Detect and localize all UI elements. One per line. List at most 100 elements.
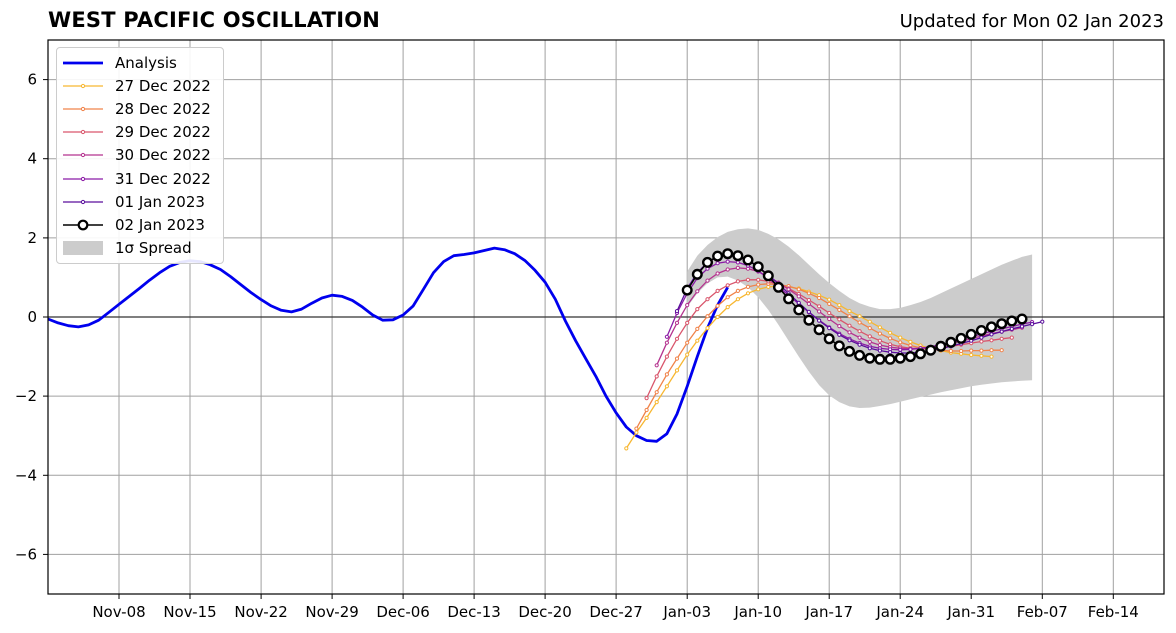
y-tick-label: −2 [15,387,37,405]
forecast-point [685,352,690,357]
forecast-point [803,314,815,326]
legend-label: 31 Dec 2022 [115,169,211,188]
forecast-point [908,339,913,344]
forecast-point [888,330,893,335]
updated-date: Updated for Mon 02 Jan 2023 [899,11,1164,32]
y-tick-label: 6 [27,71,37,89]
forecast-point [827,301,832,306]
analysis-line [47,246,729,443]
forecast-point [867,346,872,351]
forecast-point [806,297,812,303]
forecast-series [634,281,1004,431]
forecast-point [773,281,785,293]
forecast-point [888,336,893,341]
forecast-point [847,338,852,343]
x-tick-label: Nov-15 [163,603,216,621]
forecast-point [735,279,741,284]
forecast-point [813,324,825,336]
forecast-point [904,351,916,363]
legend-swatch [61,171,105,187]
forecast-point [756,282,761,287]
legend-swatch [61,55,105,71]
forecast-point [925,344,937,356]
legend-swatch [61,78,105,94]
legend-item-forecast: 31 Dec 2022 [57,167,223,190]
y-tick-label: 0 [27,308,37,326]
legend-swatch [61,124,105,140]
forecast-point [989,354,994,359]
forecast-point [827,326,832,331]
forecast-point [796,300,801,305]
forecast-point [644,407,649,413]
forecast-point [674,336,680,341]
forecast-point [999,336,1004,341]
legend-label: 28 Dec 2022 [115,99,211,118]
x-tick-label: Dec-20 [518,603,572,621]
forecast-point [867,339,872,344]
forecast-point [955,332,967,344]
forecast-point [644,415,649,420]
forecast-point [1030,322,1035,327]
forecast-point [874,353,886,365]
legend-label: 1σ Spread [115,239,192,258]
forecast-point [732,250,744,262]
legend-swatch [61,217,105,233]
forecast-point [793,304,805,316]
forecast-point [817,318,822,323]
legend-label: 01 Jan 2023 [115,192,205,211]
forecast-point [664,354,670,359]
forecast-point [664,384,670,389]
forecast-point [857,342,862,347]
forecast-point [837,324,842,329]
forecast-point [806,291,812,296]
forecast-point [762,270,774,282]
forecast-point [837,317,842,322]
forecast-point [847,309,852,314]
forecast-series [681,248,1028,365]
forecast-point [664,334,670,339]
legend-item-forecast: 28 Dec 2022 [57,97,223,120]
forecast-point [877,325,883,330]
legend-label: 29 Dec 2022 [115,123,211,142]
forecast-point [806,309,812,314]
forecast-point [681,284,693,296]
forecast-point [745,277,751,282]
forecast-point [654,363,659,368]
forecast-point [735,260,741,265]
x-tick-label: Feb-14 [1088,603,1139,621]
forecast-point [756,287,761,292]
x-tick-label: Jan-10 [733,603,782,621]
forecast-point [725,295,730,300]
forecast-point [948,348,954,354]
legend: Analysis 27 Dec 2022 28 Dec 2022 29 Dec 202… [56,47,224,264]
forecast-point [664,340,670,345]
forecast-point [725,305,730,310]
forecast-point [945,336,957,348]
legend-item-forecast: 02 Jan 2023 [57,213,223,236]
forecast-point [674,309,680,314]
x-tick-label: Dec-13 [447,603,501,621]
forecast-point [742,254,754,266]
forecast-point [854,349,866,361]
forecast-point [712,250,724,262]
forecast-point [827,297,832,302]
forecast-point [989,338,994,343]
forecast-point [783,293,795,305]
legend-swatch [61,101,105,117]
legend-item-spread: 1σ Spread [57,237,223,260]
forecast-point [837,303,842,308]
forecast-point [847,330,852,335]
forecast-point [827,310,832,316]
forecast-point [796,287,801,292]
forecast-point [634,426,639,431]
forecast-point [735,288,741,293]
forecast-point [806,301,812,306]
legend-swatch [61,194,105,210]
forecast-point [695,326,700,331]
forecast-point [888,350,893,355]
forecast-point [877,348,883,353]
forecast-point [695,307,700,312]
forecast-point [975,325,987,337]
forecast-point [705,297,710,302]
forecast-point [715,303,720,308]
